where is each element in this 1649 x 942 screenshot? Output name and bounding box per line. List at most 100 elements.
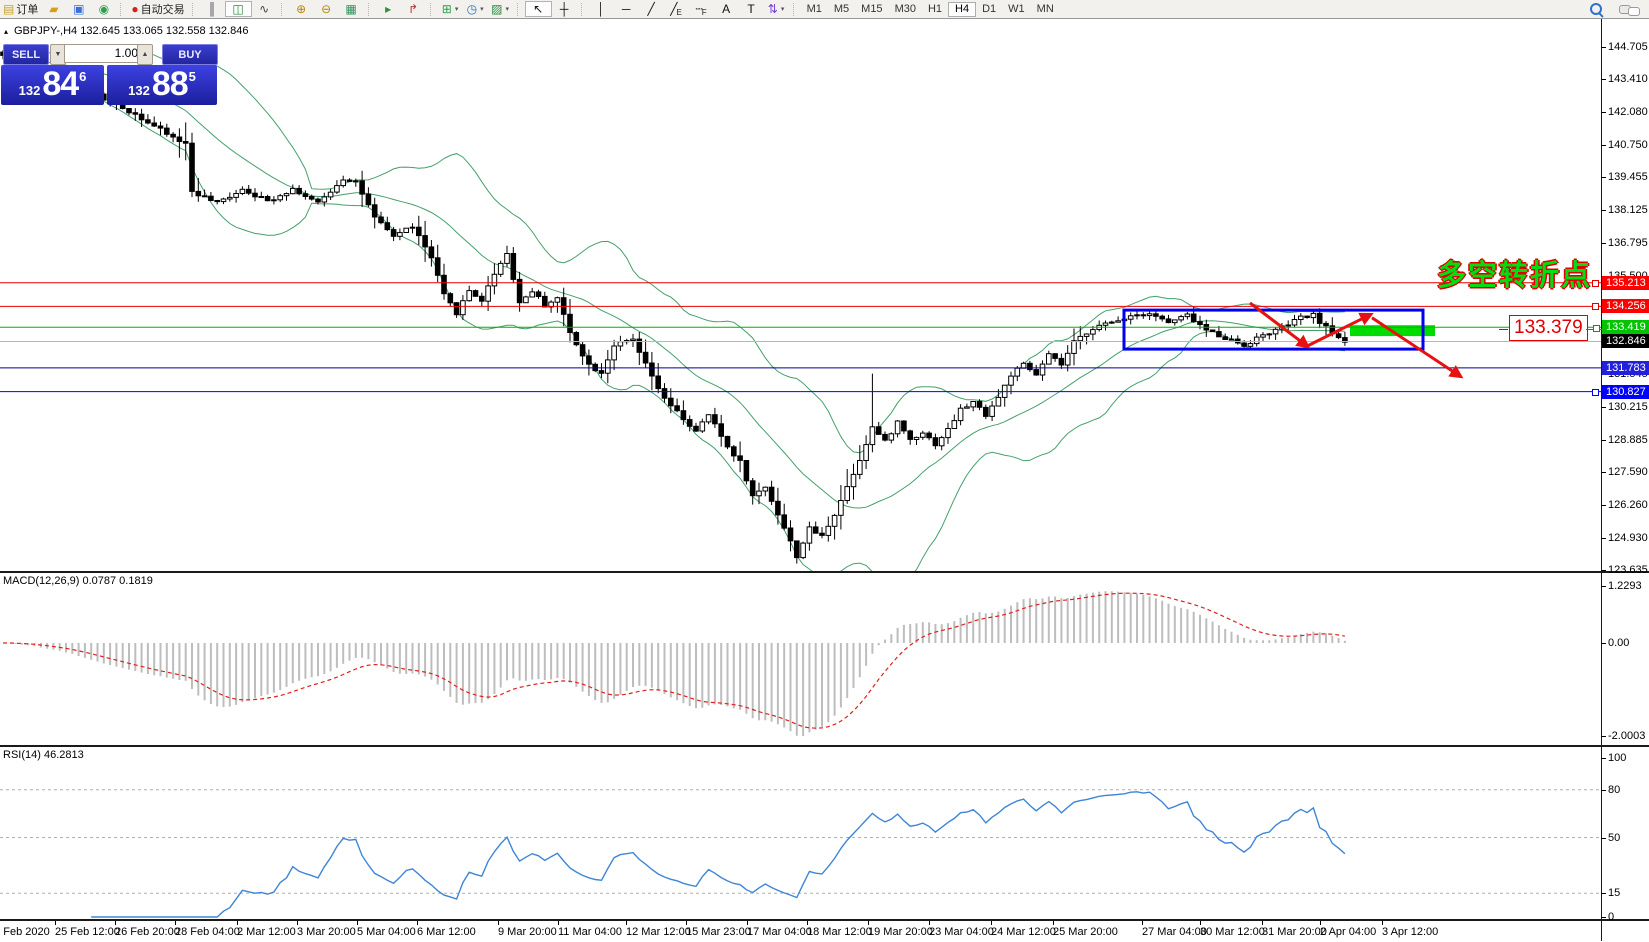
price-axis-tick bbox=[1601, 505, 1606, 506]
autotrade-button[interactable]: ● 自动交易 bbox=[128, 1, 187, 17]
object-handle[interactable] bbox=[1592, 280, 1599, 287]
panel-separator[interactable] bbox=[0, 919, 1649, 921]
macd-panel[interactable] bbox=[0, 573, 1601, 745]
panel-separator[interactable] bbox=[0, 745, 1649, 747]
buy-price-box[interactable]: 132 88 5 bbox=[107, 65, 217, 105]
sell-price-whole: 132 bbox=[18, 83, 41, 98]
time-axis-label: 9 Mar 20:00 bbox=[498, 926, 557, 938]
object-handle[interactable] bbox=[1593, 325, 1600, 332]
template-icon-glyph: ▨ bbox=[491, 1, 503, 16]
horizontal-line-icon[interactable]: ─ bbox=[614, 1, 639, 17]
terminal-icon[interactable]: ▣ bbox=[66, 1, 91, 17]
market-watch-icon[interactable]: ▰ bbox=[41, 1, 66, 17]
price-axis-label: 128.885 bbox=[1608, 434, 1648, 446]
turning-point-annotation[interactable]: 多空转折点 bbox=[1437, 260, 1593, 292]
chart-shift-icon[interactable]: ↱ bbox=[401, 1, 426, 17]
zoom-in-icon[interactable]: ⊕ bbox=[289, 1, 314, 17]
time-axis-label: 31 Mar 20:00 bbox=[1262, 926, 1327, 938]
timeframe-w1[interactable]: W1 bbox=[1008, 3, 1025, 15]
time-axis-tick bbox=[807, 921, 808, 925]
timeframe-h4[interactable]: H4 bbox=[948, 1, 977, 17]
timeframe-m5[interactable]: M5 bbox=[833, 3, 850, 15]
volume-increase-button[interactable]: ▲ bbox=[137, 44, 153, 65]
signals-icon-glyph: ◉ bbox=[98, 1, 110, 16]
time-axis-tick bbox=[868, 921, 869, 925]
timeframe-m30[interactable]: M30 bbox=[894, 3, 916, 15]
label-icon-glyph: T bbox=[747, 1, 755, 16]
rsi-axis-label: 80 bbox=[1608, 783, 1621, 796]
cursor-icon-glyph: ↖ bbox=[533, 1, 544, 16]
bar-chart-icon[interactable]: ║ bbox=[200, 1, 225, 17]
cursor-icon[interactable]: ↖ bbox=[524, 1, 552, 17]
trend-arrow-1[interactable] bbox=[1249, 301, 1311, 349]
new-order-button[interactable]: ▤ 订单 bbox=[0, 1, 41, 17]
tile-windows-icon[interactable]: ▦ bbox=[339, 1, 364, 17]
candlestick-chart-icon[interactable]: ◫ bbox=[224, 1, 252, 17]
consolidation-rectangle[interactable] bbox=[1122, 308, 1425, 351]
crosshair-icon[interactable]: ┼ bbox=[552, 1, 577, 17]
volume-input[interactable]: 1.00 bbox=[64, 44, 144, 63]
toolbar-separator bbox=[429, 2, 435, 16]
price-callout[interactable]: 133.379 bbox=[1509, 315, 1588, 341]
equidistant-channel-icon-badge: E bbox=[676, 8, 682, 17]
time-axis-label: 5 Mar 04:00 bbox=[357, 926, 416, 938]
price-badge-132.846: 132.846 bbox=[1602, 334, 1649, 348]
time-axis-label: 6 Mar 12:00 bbox=[417, 926, 476, 938]
one-click-trading-panel: SELL ▼ 1.00 ▲ BUY 132 84 6 132 88 5 bbox=[1, 44, 218, 105]
price-axis-label: 130.215 bbox=[1608, 401, 1648, 413]
time-axis-tick bbox=[929, 921, 930, 925]
volume-decrease-button[interactable]: ▼ bbox=[50, 44, 66, 65]
auto-scroll-icon[interactable]: ▸ bbox=[376, 1, 401, 17]
time-axis-tick bbox=[1200, 921, 1201, 925]
zoom-out-icon[interactable]: ⊖ bbox=[314, 1, 339, 17]
main-chart[interactable] bbox=[0, 19, 1601, 571]
template-icon-dropdown[interactable]: ▾ bbox=[505, 6, 510, 13]
macd-axis-label: 0.00 bbox=[1608, 637, 1630, 649]
time-axis-tick bbox=[1142, 921, 1143, 925]
sell-button[interactable]: SELL bbox=[3, 44, 49, 65]
price-axis-tick bbox=[1601, 472, 1606, 473]
price-axis-label: 140.750 bbox=[1608, 139, 1648, 151]
search-icon[interactable] bbox=[1583, 1, 1608, 17]
vertical-line-icon-glyph: │ bbox=[597, 1, 605, 16]
toolbar-separator bbox=[580, 2, 586, 16]
timeframe-m1[interactable]: M1 bbox=[806, 3, 822, 15]
symbol-ohlc-header: GBPJPY-,H4 132.645 133.065 132.558 132.8… bbox=[14, 25, 249, 37]
panel-separator[interactable] bbox=[0, 571, 1649, 573]
price-axis-tick bbox=[1601, 570, 1606, 571]
signals-icon[interactable]: ◉ bbox=[91, 1, 116, 17]
object-handle[interactable] bbox=[1592, 389, 1599, 396]
label-icon[interactable]: T bbox=[739, 1, 764, 17]
new-chart-icon[interactable]: ⊞ ▾ bbox=[438, 1, 463, 17]
buy-price-whole: 132 bbox=[128, 83, 150, 98]
timeframe-d1[interactable]: D1 bbox=[982, 3, 997, 15]
rsi-panel[interactable] bbox=[0, 747, 1601, 919]
object-handle[interactable] bbox=[1592, 303, 1599, 310]
price-axis-tick bbox=[1601, 210, 1606, 211]
trend-arrow-3[interactable] bbox=[1371, 316, 1464, 379]
buy-button[interactable]: BUY bbox=[162, 44, 218, 65]
line-chart-icon[interactable]: ∿ bbox=[252, 1, 277, 17]
toolbar-separator bbox=[120, 2, 125, 16]
trendline-icon[interactable]: ╱ bbox=[639, 1, 664, 17]
timeframe-mn[interactable]: MN bbox=[1036, 3, 1054, 15]
time-axis-tick bbox=[357, 921, 358, 925]
text-icon[interactable]: A bbox=[714, 1, 739, 17]
arrows-icon[interactable]: ⇅ ▾ bbox=[764, 1, 789, 17]
macd-axis-tick bbox=[1601, 643, 1606, 644]
vertical-line-icon[interactable]: │ bbox=[589, 1, 614, 17]
trend-arrow-2[interactable] bbox=[1306, 312, 1374, 348]
chat-icon[interactable] bbox=[1616, 1, 1643, 17]
period-clock-icon[interactable]: ◷ ▾ bbox=[463, 1, 488, 17]
new-chart-icon-dropdown[interactable]: ▾ bbox=[454, 6, 459, 13]
template-icon[interactable]: ▨ ▾ bbox=[488, 1, 513, 17]
timeframe-m15[interactable]: M15 bbox=[861, 3, 883, 15]
equidistant-channel-icon[interactable]: ╱ E bbox=[664, 1, 689, 17]
fibonacci-icon[interactable]: ┄ F bbox=[689, 1, 714, 17]
period-clock-icon-dropdown[interactable]: ▾ bbox=[480, 6, 484, 13]
rsi-label: RSI(14) 46.2813 bbox=[3, 749, 84, 761]
sell-price-box[interactable]: 132 84 6 bbox=[1, 65, 104, 105]
arrows-icon-dropdown[interactable]: ▾ bbox=[780, 6, 785, 13]
timeframe-h1[interactable]: H1 bbox=[927, 3, 943, 15]
time-axis-label: 28 Feb 04:00 bbox=[175, 926, 240, 938]
